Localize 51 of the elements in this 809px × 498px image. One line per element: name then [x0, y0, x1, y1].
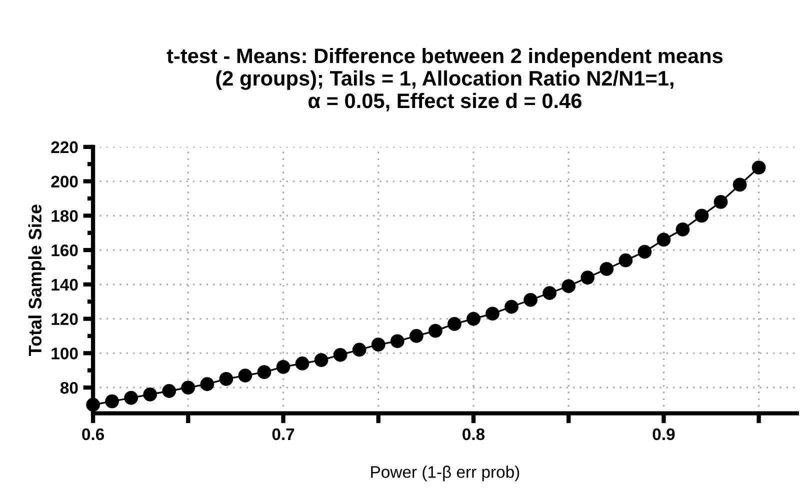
point [466, 312, 480, 326]
y-tick-label: 80 [60, 382, 78, 394]
point [562, 279, 576, 294]
y-tick-label: 220 [51, 141, 78, 154]
point [162, 384, 176, 398]
point [124, 390, 138, 405]
x-tick-label: 0.8 [462, 428, 485, 440]
point [105, 394, 120, 408]
x-tick-label: 0.9 [652, 428, 675, 440]
point [143, 387, 158, 402]
point [638, 244, 652, 259]
point [714, 194, 728, 209]
point [504, 300, 518, 314]
point [600, 262, 614, 276]
point [352, 342, 366, 357]
y-tick-label: 120 [52, 313, 78, 326]
point [448, 317, 462, 331]
point [428, 324, 442, 338]
point [333, 348, 348, 362]
y-axis-title: Total Sample Size [28, 204, 46, 356]
point [257, 365, 272, 380]
point [295, 356, 310, 370]
point [580, 270, 595, 284]
point [542, 286, 557, 300]
point [409, 329, 424, 343]
point [752, 160, 766, 174]
point [732, 178, 747, 192]
point [238, 368, 252, 382]
point [390, 334, 404, 348]
point [486, 306, 500, 321]
y-tick-label: 200 [51, 176, 78, 188]
point [86, 398, 100, 412]
y-tick-label: 180 [52, 210, 78, 222]
x-axis-title: Power (1-β err prob) [371, 466, 520, 482]
point [524, 292, 538, 307]
point [618, 253, 633, 268]
point [314, 353, 328, 367]
point [219, 372, 234, 386]
y-tick-label: 100 [52, 348, 78, 360]
point [656, 232, 671, 247]
point [371, 338, 386, 352]
y-tick-label: 140 [52, 278, 78, 291]
point [276, 360, 290, 374]
point [200, 377, 214, 392]
chart-title: t-test - Means: Difference between 2 independent means (2 groups); Tails = 1, Allocation Ratio N2/N1=1, α = 0.05, Effect size d = 0.46 [166, 48, 723, 112]
point [181, 380, 196, 394]
point [676, 222, 690, 236]
point [694, 208, 709, 223]
x-tick-label: 0.6 [82, 428, 104, 440]
y-tick-label: 160 [52, 244, 78, 256]
x-tick-label: 0.7 [272, 428, 294, 440]
